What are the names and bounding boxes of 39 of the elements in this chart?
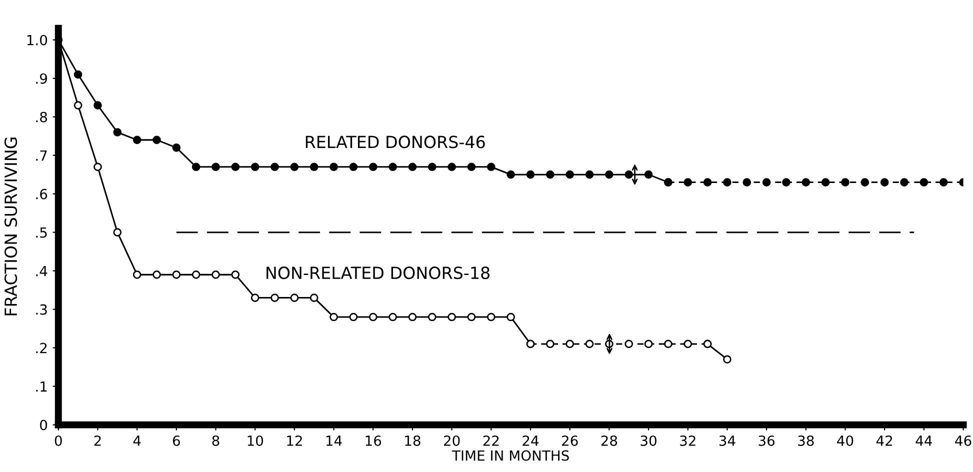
x-tick-label: 6 — [172, 435, 180, 446]
x-tick-label: 38 — [798, 435, 814, 446]
x-tick-label: 12 — [287, 435, 302, 446]
x-tick-label: 26 — [562, 435, 578, 446]
x-tick-label: 18 — [405, 435, 420, 446]
x-tick-label: 42 — [876, 435, 892, 446]
x-tick-label: 46 — [955, 435, 972, 446]
y-tick-label: 0 — [40, 420, 48, 430]
x-tick-label: 2 — [94, 435, 101, 446]
x-tick-label: 0 — [54, 435, 62, 446]
x-tick-label: 30 — [640, 435, 656, 446]
x-tick-label: 14 — [326, 436, 342, 446]
x-axis-title: TIME IN MONTHS — [452, 450, 569, 461]
y-tick-label: .1 — [36, 381, 47, 392]
y-tick-label: .9 — [36, 73, 47, 84]
x-tick-label: 36 — [758, 435, 775, 446]
x-tick-label: 44 — [916, 436, 932, 446]
x-tick-label: 4 — [133, 436, 141, 446]
y-tick-label: .8 — [36, 112, 48, 122]
y-tick-label: .4 — [36, 266, 48, 276]
x-tick-label: 20 — [444, 435, 460, 446]
y-tick-label: .5 — [36, 227, 47, 238]
x-tick-label: 8 — [212, 435, 220, 446]
x-tick-label: 24 — [522, 435, 539, 446]
x-tick-label: 22 — [483, 435, 499, 446]
y-axis-title: FRACTION SURVIVING — [4, 138, 18, 316]
series-label: RELATED DONORS-46 — [306, 136, 485, 148]
x-tick-label: 16 — [366, 435, 382, 446]
y-tick-label: .2 — [36, 342, 47, 354]
x-tick-label: 40 — [837, 435, 854, 446]
y-tick-label: 1.0 — [27, 34, 48, 46]
x-tick-label: 34 — [719, 435, 736, 446]
y-tick-label: .7 — [36, 150, 47, 161]
y-tick-label: .6 — [36, 188, 48, 200]
x-tick-label: 10 — [248, 435, 264, 446]
x-tick-label: 32 — [680, 435, 696, 446]
x-tick-label: 28 — [601, 435, 618, 446]
series-label: NON-RELATED DONORS-18 — [266, 266, 490, 280]
y-tick-label: .3 — [36, 304, 47, 315]
